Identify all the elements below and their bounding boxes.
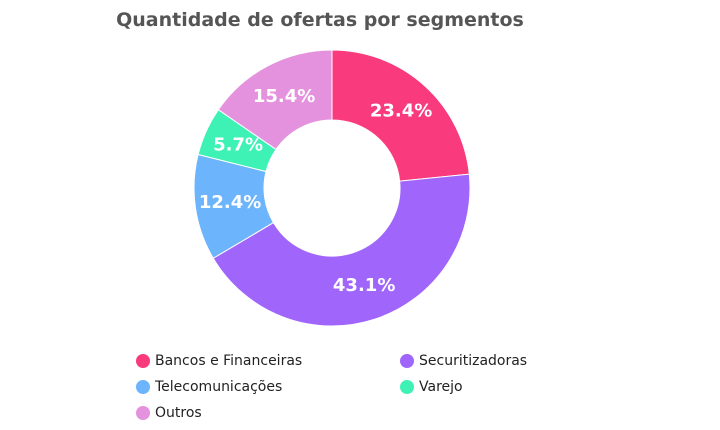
legend-swatch bbox=[136, 380, 150, 394]
legend-label: Outros bbox=[155, 405, 202, 421]
legend-label: Bancos e Financeiras bbox=[155, 353, 302, 369]
legend-label: Telecomunicações bbox=[154, 379, 282, 395]
legend-label: Securitizadoras bbox=[419, 353, 527, 369]
legend-swatch bbox=[400, 354, 414, 368]
slice bbox=[331, 49, 470, 182]
value-label: 5.7% bbox=[213, 135, 263, 156]
value-label: 43.1% bbox=[333, 275, 395, 296]
slice bbox=[212, 173, 471, 327]
slice bbox=[217, 49, 333, 151]
legend-swatch bbox=[136, 406, 150, 420]
legend-swatch bbox=[400, 380, 414, 394]
value-label: 12.4% bbox=[199, 192, 261, 213]
legend-label: Varejo bbox=[419, 379, 463, 395]
chart-title: Quantidade de ofertas por segmentos bbox=[116, 9, 524, 31]
legend-swatch bbox=[136, 354, 150, 368]
value-label: 23.4% bbox=[370, 101, 432, 122]
value-label: 15.4% bbox=[253, 86, 315, 107]
